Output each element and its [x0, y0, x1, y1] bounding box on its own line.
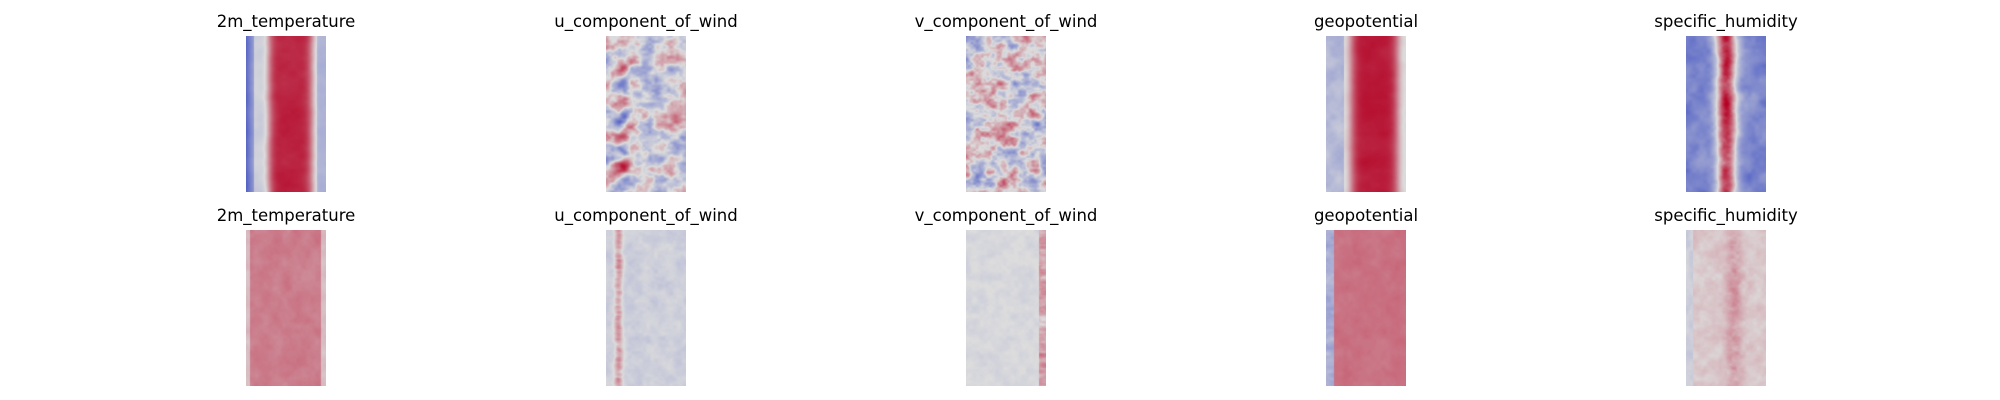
heatmap-2m-temperature-bottom [246, 230, 326, 386]
panel-title: 2m_temperature [216, 12, 356, 31]
panel-title: geopotential [1313, 12, 1419, 31]
panel-title: geopotential [1313, 206, 1419, 225]
panel-specific-humidity-top: specific_humidity [1654, 12, 1798, 194]
panel-geopotential-top: geopotential [1314, 12, 1418, 194]
panel-title: specific_humidity [1654, 12, 1798, 31]
panel-v-wind-top: v_component_of_wind [915, 12, 1097, 194]
panel-specific-humidity-bottom: specific_humidity [1654, 206, 1798, 388]
panel-title: v_component_of_wind [914, 12, 1098, 31]
panel-title: specific_humidity [1654, 206, 1798, 225]
heatmap-geopotential-top [1326, 36, 1406, 192]
panel-u-wind-top: u_component_of_wind [554, 12, 738, 194]
heatmap-specific-humidity-top [1686, 36, 1766, 192]
heatmap-geopotential-bottom [1326, 230, 1406, 386]
heatmap-specific-humidity-bottom [1686, 230, 1766, 386]
panel-title: v_component_of_wind [914, 206, 1098, 225]
panel-v-wind-bottom: v_component_of_wind [915, 206, 1097, 388]
panel-2m-temperature-bottom: 2m_temperature [217, 206, 355, 388]
heatmap-v-wind-top [966, 36, 1046, 192]
panel-u-wind-bottom: u_component_of_wind [554, 206, 738, 388]
heatmap-u-wind-bottom [606, 230, 686, 386]
panel-geopotential-bottom: geopotential [1314, 206, 1418, 388]
panel-2m-temperature-top: 2m_temperature [217, 12, 355, 194]
heatmap-u-wind-top [606, 36, 686, 192]
panel-title: u_component_of_wind [554, 206, 738, 225]
heatmap-v-wind-bottom [966, 230, 1046, 386]
panel-title: u_component_of_wind [554, 12, 738, 31]
heatmap-2m-temperature-top [246, 36, 326, 192]
panel-title: 2m_temperature [216, 206, 356, 225]
